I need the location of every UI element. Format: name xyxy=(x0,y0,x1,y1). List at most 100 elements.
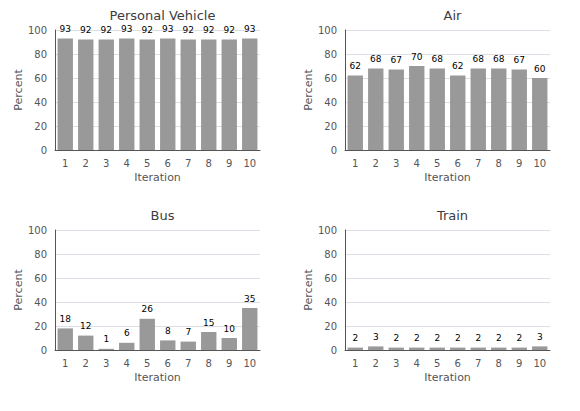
svg-text:8: 8 xyxy=(496,158,502,169)
svg-text:92: 92 xyxy=(224,25,235,35)
svg-text:Iteration: Iteration xyxy=(424,371,471,384)
svg-text:2: 2 xyxy=(455,333,461,343)
svg-text:60: 60 xyxy=(34,73,47,84)
svg-text:1: 1 xyxy=(352,158,358,169)
svg-text:68: 68 xyxy=(432,54,444,64)
svg-text:40: 40 xyxy=(324,297,337,308)
svg-text:6: 6 xyxy=(455,358,461,369)
svg-text:7: 7 xyxy=(475,358,481,369)
svg-text:7: 7 xyxy=(185,158,191,169)
svg-text:Percent: Percent xyxy=(302,269,315,311)
svg-text:1: 1 xyxy=(352,358,358,369)
svg-text:20: 20 xyxy=(324,121,337,132)
svg-text:20: 20 xyxy=(324,321,337,332)
svg-text:6: 6 xyxy=(124,328,130,338)
svg-text:20: 20 xyxy=(34,121,47,132)
svg-text:8: 8 xyxy=(206,358,212,369)
svg-text:15: 15 xyxy=(203,318,214,328)
svg-text:5: 5 xyxy=(144,158,150,169)
svg-text:Percent: Percent xyxy=(12,69,25,111)
svg-text:2: 2 xyxy=(475,333,481,343)
svg-text:9: 9 xyxy=(516,158,522,169)
svg-text:80: 80 xyxy=(324,49,337,60)
svg-text:100: 100 xyxy=(318,225,337,236)
svg-text:92: 92 xyxy=(101,25,112,35)
svg-text:4: 4 xyxy=(414,158,420,169)
svg-text:4: 4 xyxy=(414,358,420,369)
svg-text:3: 3 xyxy=(393,358,399,369)
svg-text:5: 5 xyxy=(434,358,440,369)
svg-text:Bus: Bus xyxy=(151,208,175,223)
svg-text:3: 3 xyxy=(103,358,109,369)
svg-text:70: 70 xyxy=(411,52,423,62)
svg-text:93: 93 xyxy=(162,24,173,34)
svg-text:100: 100 xyxy=(28,225,47,236)
svg-text:68: 68 xyxy=(493,54,505,64)
svg-text:60: 60 xyxy=(34,273,47,284)
svg-text:3: 3 xyxy=(537,332,543,342)
svg-text:67: 67 xyxy=(391,55,402,65)
svg-text:100: 100 xyxy=(28,25,47,36)
svg-text:7: 7 xyxy=(185,358,191,369)
svg-text:60: 60 xyxy=(534,64,546,74)
svg-text:60: 60 xyxy=(324,273,337,284)
svg-text:92: 92 xyxy=(203,25,214,35)
svg-text:0: 0 xyxy=(331,145,337,156)
svg-text:2: 2 xyxy=(83,358,89,369)
svg-text:2: 2 xyxy=(83,158,89,169)
svg-text:2: 2 xyxy=(434,333,440,343)
svg-text:10: 10 xyxy=(243,358,256,369)
svg-text:4: 4 xyxy=(124,158,130,169)
svg-text:10: 10 xyxy=(224,324,236,334)
svg-text:93: 93 xyxy=(244,24,255,34)
svg-text:7: 7 xyxy=(185,327,191,337)
svg-text:10: 10 xyxy=(533,158,546,169)
svg-text:92: 92 xyxy=(183,25,194,35)
svg-text:8: 8 xyxy=(206,158,212,169)
svg-text:Iteration: Iteration xyxy=(134,171,181,184)
svg-text:93: 93 xyxy=(121,24,132,34)
svg-text:0: 0 xyxy=(331,345,337,356)
svg-text:35: 35 xyxy=(244,294,255,304)
svg-text:2: 2 xyxy=(496,333,502,343)
svg-text:Personal Vehicle: Personal Vehicle xyxy=(110,8,216,23)
svg-text:10: 10 xyxy=(243,158,256,169)
svg-text:1: 1 xyxy=(62,158,68,169)
svg-text:1: 1 xyxy=(103,334,109,344)
svg-text:5: 5 xyxy=(144,358,150,369)
svg-text:4: 4 xyxy=(124,358,130,369)
svg-text:2: 2 xyxy=(373,358,379,369)
svg-text:40: 40 xyxy=(324,97,337,108)
svg-text:Percent: Percent xyxy=(12,269,25,311)
svg-text:68: 68 xyxy=(473,54,485,64)
svg-text:2: 2 xyxy=(393,333,399,343)
svg-text:6: 6 xyxy=(165,158,171,169)
svg-text:8: 8 xyxy=(165,326,171,336)
svg-text:Air: Air xyxy=(444,8,463,23)
svg-text:40: 40 xyxy=(34,97,47,108)
svg-text:3: 3 xyxy=(373,332,379,342)
svg-text:Percent: Percent xyxy=(302,69,315,111)
svg-text:7: 7 xyxy=(475,158,481,169)
svg-text:2: 2 xyxy=(373,158,379,169)
svg-text:92: 92 xyxy=(80,25,91,35)
svg-text:12: 12 xyxy=(80,321,91,331)
svg-text:9: 9 xyxy=(226,358,232,369)
svg-text:80: 80 xyxy=(34,49,47,60)
svg-text:62: 62 xyxy=(452,61,463,71)
svg-text:2: 2 xyxy=(414,333,420,343)
svg-text:Iteration: Iteration xyxy=(424,171,471,184)
svg-text:80: 80 xyxy=(324,249,337,260)
svg-text:3: 3 xyxy=(103,158,109,169)
svg-text:80: 80 xyxy=(34,249,47,260)
svg-text:10: 10 xyxy=(533,358,546,369)
svg-text:92: 92 xyxy=(142,25,153,35)
svg-text:93: 93 xyxy=(60,24,71,34)
svg-text:3: 3 xyxy=(393,158,399,169)
svg-text:1: 1 xyxy=(62,358,68,369)
svg-text:0: 0 xyxy=(41,345,47,356)
svg-text:26: 26 xyxy=(142,304,154,314)
svg-text:60: 60 xyxy=(324,73,337,84)
svg-text:2: 2 xyxy=(352,333,358,343)
svg-text:8: 8 xyxy=(496,358,502,369)
